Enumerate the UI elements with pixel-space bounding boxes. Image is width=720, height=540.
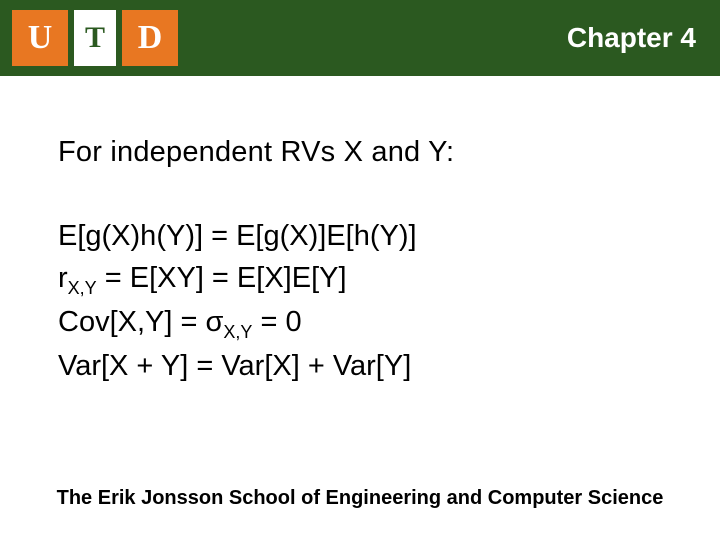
eq3-left: Cov[X,Y] = σ bbox=[58, 306, 223, 338]
eq1-rhs: E[g(X)]E[h(Y)] bbox=[236, 220, 417, 252]
equations: E[g(X)h(Y)] = E[g(X)]E[h(Y)] rX,Y = E[XY… bbox=[58, 215, 662, 387]
logo-tile-d: D bbox=[122, 10, 178, 66]
chapter-title: Chapter 4 bbox=[567, 22, 696, 54]
eq-expectation-product: E[g(X)h(Y)] = E[g(X)]E[h(Y)] bbox=[58, 215, 662, 257]
logo-tile-t: T bbox=[74, 10, 116, 66]
eq4-text: Var[X + Y] = Var[X] + Var[Y] bbox=[58, 350, 411, 382]
slide-header: U T D Chapter 4 bbox=[0, 0, 720, 76]
eq1-eq: = bbox=[211, 220, 236, 252]
intro-text: For independent RVs X and Y: bbox=[58, 136, 662, 169]
eq2-sub: X,Y bbox=[68, 278, 97, 298]
eq3-rest: = 0 bbox=[252, 306, 301, 338]
logo-tile-u: U bbox=[12, 10, 68, 66]
eq2-r: r bbox=[58, 262, 68, 294]
eq-covariance: Cov[X,Y] = σX,Y = 0 bbox=[58, 301, 662, 345]
eq-variance-sum: Var[X + Y] = Var[X] + Var[Y] bbox=[58, 345, 662, 387]
slide-body: For independent RVs X and Y: E[g(X)h(Y)]… bbox=[0, 76, 720, 387]
eq1-lhs: E[g(X)h(Y)] bbox=[58, 220, 203, 252]
eq2-rest: = E[XY] = E[X]E[Y] bbox=[97, 262, 347, 294]
eq-correlation: rX,Y = E[XY] = E[X]E[Y] bbox=[58, 257, 662, 301]
utd-logo: U T D bbox=[12, 10, 178, 66]
eq3-sub: X,Y bbox=[223, 322, 252, 342]
slide-footer: The Erik Jonsson School of Engineering a… bbox=[0, 487, 720, 510]
